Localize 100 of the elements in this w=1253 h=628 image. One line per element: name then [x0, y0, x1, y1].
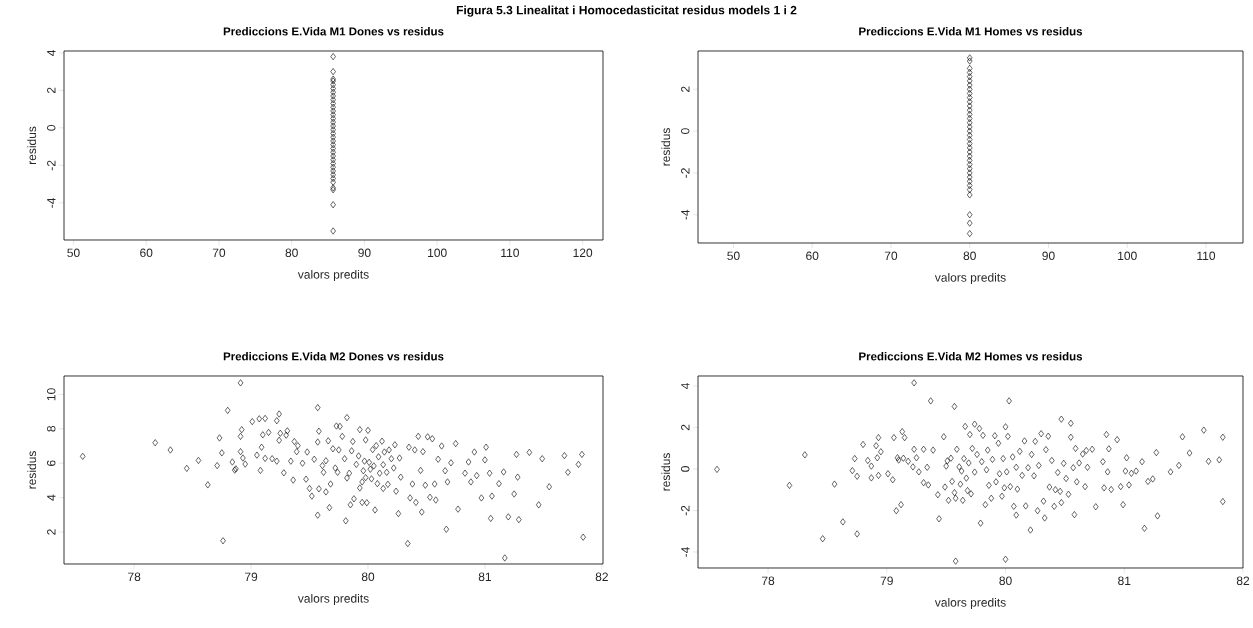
y-tick-label: 8 — [46, 425, 56, 432]
point — [967, 230, 973, 238]
x-tick-label: 82 — [595, 572, 608, 582]
point — [330, 167, 336, 175]
point — [967, 152, 973, 160]
point — [330, 88, 336, 96]
x-tick-label: 78 — [128, 572, 141, 582]
point — [330, 99, 336, 107]
point — [967, 169, 973, 177]
point — [330, 111, 336, 119]
x-tick-label: 79 — [880, 576, 893, 586]
point — [967, 144, 973, 152]
x-tick-label: 110 — [501, 248, 519, 258]
point — [967, 191, 973, 199]
point — [967, 219, 973, 227]
point — [330, 122, 336, 130]
y-tick-label: -4 — [47, 197, 56, 208]
x-tick-label: 80 — [999, 576, 1012, 586]
x-tick-label: 120 — [573, 248, 593, 258]
point — [967, 177, 973, 185]
point — [330, 171, 336, 179]
y-tick-label: -4 — [681, 547, 690, 557]
point — [967, 85, 973, 93]
point — [330, 118, 336, 126]
point — [967, 123, 973, 131]
point — [967, 161, 973, 169]
y-tick-label: 0 — [680, 466, 690, 472]
y-axis-title: residus — [27, 451, 37, 489]
x-tick-label: 81 — [478, 572, 491, 582]
y-tick-label: -4 — [681, 209, 690, 220]
x-tick-label: 80 — [361, 572, 375, 582]
point — [330, 141, 336, 149]
y-axis-title: residus — [661, 453, 671, 491]
chart-title: Prediccions E.Vida M1 Homes vs residus — [859, 27, 1083, 36]
point — [967, 77, 973, 85]
x-tick-label: 90 — [358, 248, 371, 258]
point — [330, 133, 336, 141]
point — [330, 152, 336, 160]
x-tick-label: 70 — [212, 248, 226, 258]
y-tick-label: 2 — [681, 86, 690, 93]
x-tick-label: 60 — [806, 251, 819, 261]
point — [330, 115, 336, 122]
point — [967, 127, 973, 135]
x-axis-title: valors predits — [934, 597, 1006, 610]
point — [967, 165, 973, 173]
point — [330, 156, 336, 164]
point — [967, 64, 973, 72]
text: Figura 5.3 Linealitat i Homocedasticitat residus models 1 i 2 — [456, 5, 797, 17]
x-tick-label: 80 — [963, 251, 976, 261]
y-tick-label: 0 — [46, 125, 56, 131]
point — [330, 85, 336, 92]
y-axis-title: residus — [661, 128, 671, 166]
point — [967, 69, 973, 77]
point — [330, 201, 336, 209]
y-tick-label: 10 — [46, 388, 56, 401]
y-axis-title: residus — [27, 126, 37, 165]
point — [330, 163, 336, 171]
point — [967, 54, 973, 62]
point — [330, 130, 336, 137]
y-tick-label: 4 — [47, 494, 56, 501]
y-tick-label: 2 — [47, 529, 56, 535]
y-tick-label: -2 — [47, 160, 56, 171]
point — [330, 96, 336, 104]
y-tick-label: 2 — [47, 87, 56, 94]
x-tick-label: 60 — [140, 248, 153, 258]
y-tick-label: 4 — [47, 49, 56, 56]
y-tick-label: 4 — [681, 382, 690, 390]
point — [967, 73, 973, 81]
x-tick-label: 82 — [1236, 576, 1250, 586]
point — [967, 98, 973, 106]
point — [967, 89, 973, 97]
point — [330, 107, 336, 115]
point — [967, 148, 973, 156]
point — [330, 103, 336, 111]
point — [967, 186, 973, 194]
y-tick-label: 6 — [46, 460, 56, 466]
point — [967, 156, 973, 164]
x-tick-label: 50 — [727, 251, 740, 261]
y-tick-label: 2 — [681, 424, 690, 431]
x-tick-label: 110 — [1197, 251, 1216, 261]
point — [967, 181, 973, 189]
x-tick-label: 90 — [1042, 251, 1055, 261]
point — [330, 126, 336, 134]
point — [330, 175, 336, 182]
chart-title: Prediccions E.Vida M1 Dones vs residus — [223, 27, 444, 36]
point — [967, 81, 973, 89]
point — [967, 110, 973, 118]
y-tick-label: 0 — [680, 128, 690, 134]
point — [330, 92, 336, 100]
point — [330, 68, 336, 76]
point — [967, 57, 973, 65]
y-tick-label: -2 — [681, 168, 690, 178]
point — [967, 106, 973, 114]
point — [967, 102, 973, 110]
point — [967, 140, 973, 148]
x-tick-label: 80 — [285, 248, 298, 258]
point — [967, 135, 973, 143]
x-axis-title: valors predits — [934, 272, 1006, 285]
point — [330, 53, 336, 61]
point — [967, 173, 973, 181]
